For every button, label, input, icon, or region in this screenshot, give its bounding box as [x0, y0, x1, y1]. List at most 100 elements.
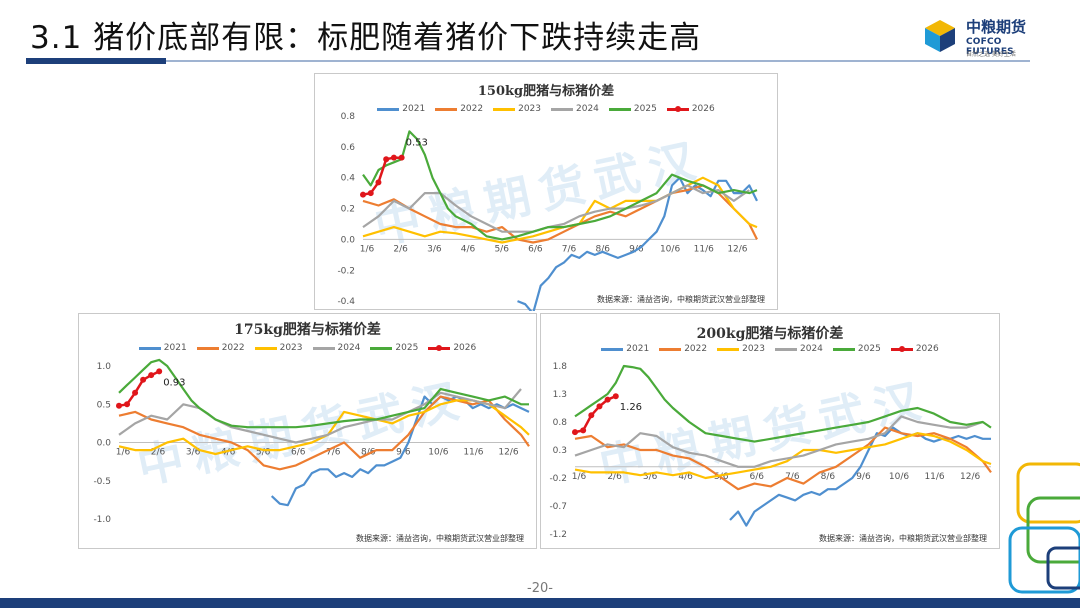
x-tick-label: 8/6	[361, 448, 376, 458]
series-line-2021	[517, 176, 758, 311]
y-tick-label: -0.2	[337, 266, 355, 276]
legend-item-2024: 2024	[312, 343, 360, 353]
legend-label: 2026	[915, 344, 939, 354]
y-tick-label: -0.2	[549, 474, 567, 484]
x-tick-label: 7/6	[785, 472, 800, 482]
page-number: -20-	[527, 581, 553, 596]
data-point-2026	[367, 190, 374, 197]
y-tick-label: 1.3	[553, 390, 567, 400]
legend-item-2024: 2024	[775, 344, 823, 354]
legend-swatch	[659, 347, 682, 351]
x-tick-label: 2/6	[607, 472, 622, 482]
logo-english-name: COFCO FUTURES	[966, 37, 1014, 57]
legend-label: 2025	[395, 343, 419, 353]
legend-swatch	[890, 345, 913, 352]
legend-marker	[674, 105, 681, 112]
y-tick-label: -0.5	[93, 477, 111, 487]
series-line-2022	[362, 184, 758, 244]
x-tick-label: 1/6	[360, 244, 375, 254]
title-divider	[166, 60, 1030, 62]
legend-item-2023: 2023	[493, 104, 541, 114]
x-tick-label: 5/6	[256, 448, 271, 458]
series-line-2024	[574, 415, 984, 468]
data-point-2026	[360, 191, 366, 198]
chart-title: 150kg肥猪与标猪价差	[477, 84, 615, 99]
legend-label: 2023	[742, 344, 765, 354]
x-tick-label: 3/6	[186, 448, 201, 458]
chart-title: 175kg肥猪与标猪价差	[234, 322, 381, 338]
footer-bar	[0, 598, 1080, 608]
legend-item-2026: 2026	[666, 104, 715, 114]
legend-swatch	[196, 346, 219, 350]
legend-item-2025: 2025	[608, 104, 657, 114]
y-tick-label: -1.0	[93, 515, 111, 525]
y-tick-label: -1.2	[549, 530, 567, 540]
x-tick-label: 10/6	[660, 244, 680, 254]
legend-item-2026: 2026	[428, 343, 476, 353]
chart-source: 数据来源：涌益咨询，中粮期货武汉营业部整理	[356, 534, 524, 543]
legend-item-2025: 2025	[832, 344, 881, 354]
x-tick-label: 6/6	[750, 472, 765, 482]
data-point-2026	[390, 154, 397, 161]
x-tick-label: 6/6	[528, 244, 543, 254]
legend-item-2022: 2022	[659, 344, 707, 354]
series-line-2026	[362, 156, 402, 196]
y-tick-label: 1.8	[553, 362, 568, 372]
chart-svg: 1.0 0.5 0.0 -0.5 -1.0 1/6 2/6 3/6 4/6 5/6 6/6 7/6 8/…	[93, 358, 530, 525]
legend-label: 2024	[576, 104, 599, 114]
x-tick-label: 4/6	[461, 244, 476, 254]
series-line-2025	[362, 130, 758, 241]
series-line-2024	[118, 388, 522, 444]
data-point-2026	[140, 376, 147, 383]
legend-item-2024: 2024	[551, 104, 599, 114]
legend-swatch	[601, 347, 624, 351]
x-tick-label: 12/6	[498, 448, 518, 458]
legend-swatch	[435, 107, 458, 111]
legend-label: 2021	[626, 344, 650, 354]
legend-item-2023: 2023	[717, 344, 765, 354]
legend-label: 2025	[857, 344, 881, 354]
chart-legend: 2021 2022 2023 2024 2025 2026	[315, 104, 777, 114]
chart-svg: 0.80.60.40.20.0-0.2-0.4-0.61/62/63/64/65…	[337, 112, 758, 311]
x-tick-label: 7/6	[562, 244, 577, 254]
x-tick-label: 2/6	[393, 244, 408, 254]
legend-swatch	[312, 346, 335, 350]
legend-item-2026: 2026	[890, 344, 939, 354]
y-tick-label: 0.5	[97, 400, 111, 410]
data-point-2026	[116, 402, 122, 409]
legend-item-2023: 2023	[254, 343, 303, 353]
legend-label: 2021	[402, 104, 426, 114]
data-point-2026	[604, 396, 611, 403]
page-title: 3.1 猪价底部有限：标肥随着猪价下跌持续走高	[30, 20, 702, 56]
x-tick-label: 12/6	[727, 244, 747, 254]
legend-label: 2024	[800, 344, 823, 354]
legend-label: 2021	[163, 343, 187, 353]
legend-marker	[436, 344, 443, 351]
series-line-2025	[574, 364, 992, 443]
y-tick-label: -0.7	[549, 502, 567, 512]
x-tick-label: 7/6	[326, 448, 341, 458]
x-tick-label: 9/6	[856, 472, 871, 482]
legend-marker	[898, 345, 905, 352]
x-tick-label: 6/6	[291, 448, 306, 458]
annotation-label: 0.53	[406, 138, 428, 149]
y-tick-label: 1.0	[97, 362, 112, 372]
legend-swatch	[717, 347, 740, 351]
y-tick-label: 0.0	[341, 235, 356, 245]
x-tick-label: 10/6	[428, 448, 448, 458]
chart-panel-175kg: 中粮期货武汉 175kg肥猪与标猪价差 2021 2022 2023 2024 2025 20…	[78, 313, 537, 549]
x-tick-label: 4/6	[221, 448, 236, 458]
x-tick-label: 8/6	[821, 472, 836, 482]
cube-logo-icon	[925, 20, 955, 52]
legend-item-2022: 2022	[435, 104, 483, 114]
legend-item-2022: 2022	[196, 343, 245, 353]
x-tick-label: 11/6	[924, 472, 944, 482]
chart-source: 数据来源：涌益咨询，中粮期货武汉营业部整理	[597, 295, 765, 304]
legend-swatch	[254, 346, 277, 350]
data-point-2026	[398, 154, 405, 161]
chart-legend: 2021 2022 2023 2024 2025 2026	[541, 344, 999, 354]
data-point-2026	[148, 372, 155, 379]
legend-label: 2026	[691, 104, 715, 114]
legend-swatch	[775, 347, 797, 351]
series-line-2025	[118, 358, 529, 429]
